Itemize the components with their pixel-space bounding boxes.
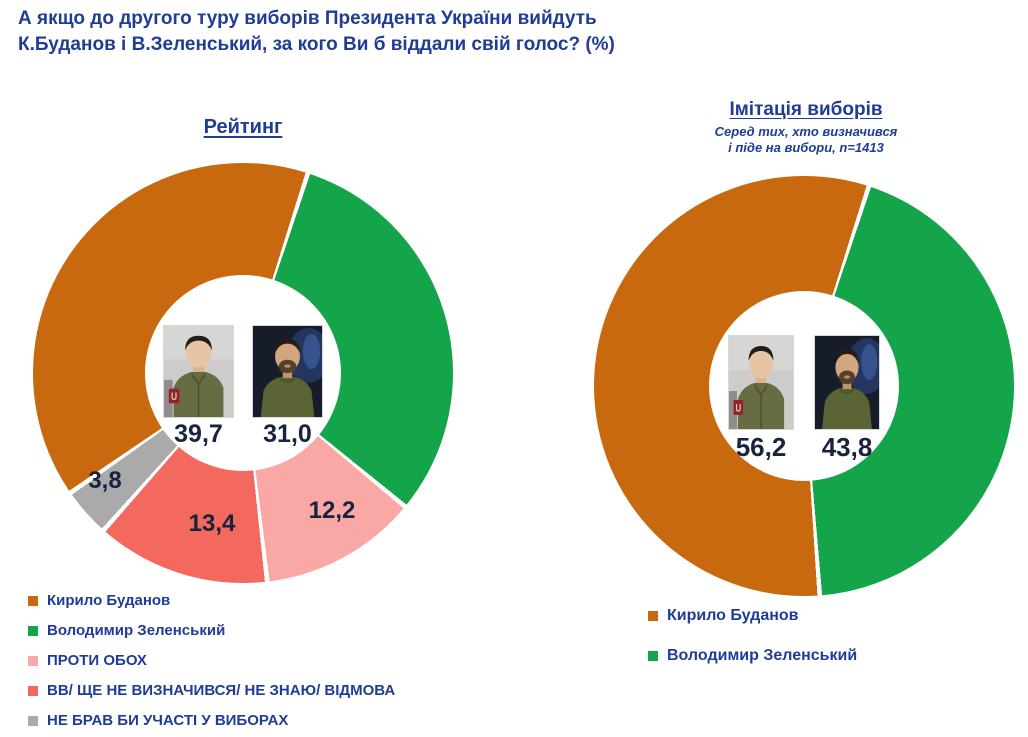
- imitation-budanov-column: 56,2: [728, 335, 794, 463]
- legend-label: Кирило Буданов: [47, 592, 171, 609]
- imitation-subtitle-line2: і піде на вибори, n=1413: [728, 139, 884, 155]
- legend-swatch: [28, 625, 38, 636]
- legend-label: Володимир Зеленський: [47, 622, 226, 639]
- legend-label: Кирило Буданов: [667, 607, 799, 624]
- rating-value-no-participation: 3,8: [88, 467, 122, 494]
- imitation-zelensky-column: 43,8: [814, 335, 880, 463]
- legend-item: Володимир Зеленський: [648, 647, 857, 665]
- imitation-subtitle-line1: Серед тих, хто визначився: [714, 124, 898, 139]
- imitation-legend: Кирило Буданов Володимир Зеленський: [648, 607, 857, 687]
- rating-value-zelensky: 31,0: [263, 420, 312, 448]
- imitation-chart-subtitle: Серед тих, хто визначився і піде на вибо…: [656, 124, 956, 155]
- rating-value-against-both: 12,2: [308, 497, 356, 524]
- imitation-donut-hole: 56,2 43,8: [709, 291, 899, 481]
- legend-swatch: [28, 685, 38, 696]
- rating-value-budanov: 39,7: [174, 420, 223, 448]
- imitation-chart-title: Імітація виборів: [729, 99, 883, 120]
- legend-swatch: [28, 595, 38, 606]
- zelensky-photo: [814, 335, 880, 430]
- page-title-line1: А якщо до другого туру виборів Президент…: [18, 8, 597, 29]
- legend-label: ПРОТИ ОБОХ: [47, 652, 147, 669]
- rating-legend: Кирило Буданов Володимир Зеленський ПРОТИ …: [28, 592, 395, 737]
- rating-donut-hole: 39,7 31,0: [145, 275, 341, 471]
- zelensky-photo: [252, 325, 323, 418]
- legend-swatch: [28, 655, 38, 666]
- legend-item: Володимир Зеленський: [28, 622, 395, 639]
- rating-budanov-column: 39,7: [163, 325, 234, 449]
- rating-value-undecided: 13,4: [188, 510, 236, 537]
- rating-zelensky-column: 31,0: [252, 325, 323, 449]
- legend-item: ПРОТИ ОБОХ: [28, 652, 395, 669]
- rating-chart-title: Рейтинг: [203, 116, 283, 138]
- legend-item: Кирило Буданов: [648, 607, 857, 625]
- legend-label: ВВ/ ЩЕ НЕ ВИЗНАЧИВСЯ/ НЕ ЗНАЮ/ ВІДМОВА: [47, 682, 396, 699]
- imitation-value-budanov: 56,2: [735, 432, 787, 462]
- legend-swatch: [28, 715, 38, 726]
- legend-swatch: [648, 611, 658, 621]
- imitation-value-zelensky: 43,8: [821, 432, 873, 462]
- legend-item: ВВ/ ЩЕ НЕ ВИЗНАЧИВСЯ/ НЕ ЗНАЮ/ ВІДМОВА: [28, 682, 395, 699]
- budanov-photo: [728, 335, 794, 430]
- imitation-donut-chart: 56,2 43,8: [594, 176, 1014, 596]
- page-title-line2: К.Буданов і В.Зеленський, за кого Ви б в…: [18, 34, 615, 56]
- legend-item: Кирило Буданов: [28, 592, 395, 609]
- legend-item: НЕ БРАВ БИ УЧАСТІ У ВИБОРАХ: [28, 712, 395, 729]
- page-title: А якщо до другого туру виборів Президент…: [18, 6, 778, 58]
- legend-label: Володимир Зеленський: [667, 647, 858, 664]
- legend-swatch: [648, 651, 658, 661]
- budanov-photo: [163, 325, 234, 418]
- legend-label: НЕ БРАВ БИ УЧАСТІ У ВИБОРАХ: [47, 712, 289, 729]
- rating-donut-chart: 3,8 13,4 12,2 39,7: [33, 163, 453, 583]
